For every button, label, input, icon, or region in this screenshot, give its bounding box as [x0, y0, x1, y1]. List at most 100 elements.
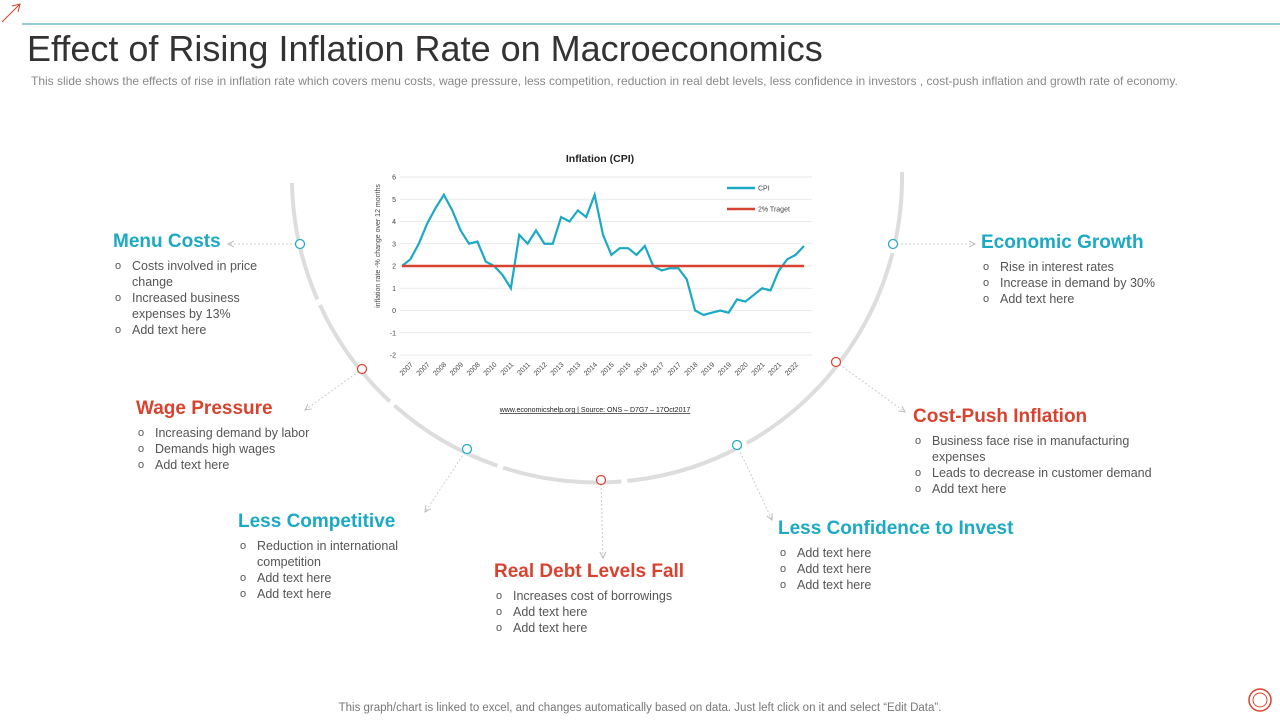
x-tick-label: 2012 — [533, 361, 549, 377]
bullet: Costs involved in price change — [113, 258, 283, 290]
node — [294, 238, 306, 250]
corner-icon — [1, 3, 21, 23]
chart: Inflation (CPI) inflation rate -% change… — [375, 153, 812, 414]
x-tick-label: 2017 — [667, 361, 683, 377]
logo — [1248, 688, 1272, 712]
bullet: Leads to decrease in customer demand — [913, 465, 1163, 481]
effect-heading: Economic Growth — [981, 232, 1144, 253]
node — [356, 363, 368, 375]
effect-heading: Less Confidence to Invest — [778, 518, 1014, 539]
bullet: Reduction in international competition — [238, 538, 418, 570]
x-tick-label: 2011 — [500, 361, 516, 377]
bullet: Add text here — [238, 586, 418, 602]
bullet: Increases cost of borrowings — [494, 588, 714, 604]
x-tick-label: 2016 — [633, 361, 649, 377]
x-tick-label: 2019 — [717, 361, 733, 377]
effect-block: Menu Costs Costs involved in price change… — [113, 231, 283, 338]
x-tick-label: 2011 — [516, 361, 532, 377]
bullet: Add text here — [981, 291, 1201, 307]
node — [830, 356, 842, 368]
effect-heading: Cost-Push Inflation — [913, 406, 1088, 427]
bullet-list: Rise in interest ratesIncrease in demand… — [981, 259, 1201, 307]
x-tick-label: 2021 — [767, 361, 783, 377]
x-tick-label: 2015 — [600, 361, 616, 377]
bullet: Add text here — [238, 570, 418, 586]
effect-block: Real Debt Levels Fall Increases cost of b… — [494, 561, 714, 636]
effect-block: Economic Growth Rise in interest ratesInc… — [981, 232, 1201, 307]
node — [595, 474, 607, 486]
x-tick-label: 2020 — [734, 361, 750, 377]
node — [731, 439, 743, 451]
bullet: Increased business expenses by 13% — [113, 290, 283, 322]
series-line — [401, 190, 805, 317]
bullet: Add text here — [136, 457, 356, 473]
node — [887, 238, 899, 250]
effect-heading: Less Competitive — [238, 511, 396, 532]
bullet: Add text here — [494, 620, 714, 636]
logo — [1252, 692, 1268, 708]
connector — [736, 444, 772, 520]
legend-label: CPI — [758, 186, 770, 193]
bullet: Add text here — [778, 561, 1018, 577]
y-axis-label: inflation rate -% change over 12 months — [375, 184, 382, 308]
bullet: Add text here — [494, 604, 714, 620]
bullet: Business face rise in manufacturing expe… — [913, 433, 1163, 465]
y-tick-label: 1 — [392, 286, 396, 293]
arc — [290, 171, 905, 485]
footer-note: This graph/chart is linked to excel, and… — [338, 702, 942, 714]
x-tick-label: 2014 — [583, 361, 599, 377]
x-tick-label: 2007 — [399, 361, 415, 377]
connector — [425, 448, 468, 512]
effect-block: Less Competitive Reduction in internation… — [238, 511, 418, 602]
x-tick-label: 2019 — [700, 361, 716, 377]
effect-block: Wage Pressure Increasing demand by laborD… — [136, 398, 356, 473]
effect-block: Less Confidence to InvestAdd text hereAd… — [778, 518, 1018, 593]
x-tick-label: 2008 — [466, 361, 482, 377]
source: www.economicshelp.org | Source: ONS – D7… — [499, 407, 691, 414]
chart-title: Inflation (CPI) — [566, 153, 634, 165]
bullet: Increasing demand by labor — [136, 425, 356, 441]
bullet: Add text here — [113, 322, 283, 338]
bullet-list: Reduction in international competitionAd… — [238, 538, 418, 602]
y-tick-label: 6 — [392, 175, 396, 182]
x-tick-label: 2015 — [617, 361, 633, 377]
x-tick-label: 2013 — [550, 361, 566, 377]
legend-label: 2% Traget — [758, 207, 790, 214]
bullet: Increase in demand by 30% — [981, 275, 1201, 291]
bullet-list: Add text hereAdd text hereAdd text here — [778, 545, 1018, 593]
y-tick-label: 5 — [392, 197, 396, 204]
x-tick-label: 2021 — [751, 361, 767, 377]
bullet: Add text here — [778, 545, 1018, 561]
x-tick-label: 2013 — [566, 361, 582, 377]
node — [461, 443, 473, 455]
y-tick-label: 3 — [392, 241, 396, 248]
x-tick-label: 2008 — [432, 361, 448, 377]
subtitle: This slide shows the effects of rise in … — [31, 74, 1178, 88]
y-tick-label: -1 — [390, 330, 396, 337]
y-tick-label: 4 — [392, 219, 396, 226]
connector — [601, 479, 603, 558]
x-tick-label: 2018 — [684, 361, 700, 377]
y-tick-label: -2 — [390, 353, 396, 360]
effect-heading: Real Debt Levels Fall — [494, 561, 685, 582]
effect-heading: Menu Costs — [113, 231, 221, 252]
y-tick-label: 2 — [392, 264, 396, 271]
bullet-list: Business face rise in manufacturing expe… — [913, 433, 1163, 497]
x-tick-label: 2022 — [784, 361, 800, 377]
connector — [835, 361, 905, 412]
x-tick-label: 2017 — [650, 361, 666, 377]
x-tick-label: 2009 — [449, 361, 465, 377]
bullet-list: Costs involved in price changeIncreased … — [113, 258, 283, 338]
bullet: Demands high wages — [136, 441, 356, 457]
bullet-list: Increases cost of borrowingsAdd text her… — [494, 588, 714, 636]
bullet: Add text here — [913, 481, 1163, 497]
effect-heading: Wage Pressure — [136, 398, 273, 419]
bullet-list: Increasing demand by laborDemands high w… — [136, 425, 356, 473]
bullet: Rise in interest rates — [981, 259, 1201, 275]
title: Effect of Rising Inflation Rate on Macro… — [27, 28, 823, 69]
bullet: Add text here — [778, 577, 1018, 593]
x-tick-label: 2007 — [416, 361, 432, 377]
x-tick-label: 2010 — [483, 361, 499, 377]
